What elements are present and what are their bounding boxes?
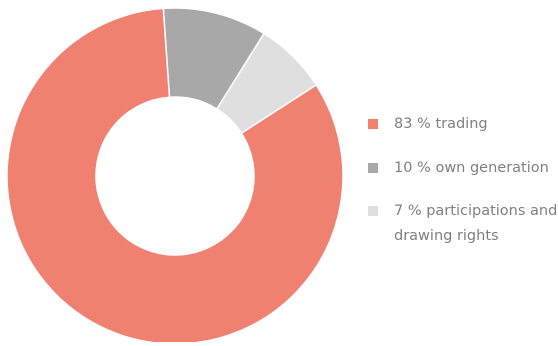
legend-swatch-trading (368, 119, 378, 129)
legend-swatch-participations (368, 206, 378, 217)
chart-legend: 83 % trading 10 % own generation 7 % par… (368, 112, 558, 249)
legend-swatch-own-generation (368, 162, 378, 173)
slice-trading (6, 7, 344, 345)
legend-label-trading: 83 % trading (394, 116, 488, 132)
legend-item-own-generation: 10 % own generation (368, 156, 558, 181)
donut-slices (6, 7, 344, 345)
legend-label-own-generation: 10 % own generation (394, 159, 549, 176)
legend-label-participations: 7 % participations and drawing rights (394, 203, 558, 244)
legend-item-trading: 83 % trading (368, 112, 558, 137)
legend-item-participations: 7 % participations and drawing rights (368, 199, 558, 248)
